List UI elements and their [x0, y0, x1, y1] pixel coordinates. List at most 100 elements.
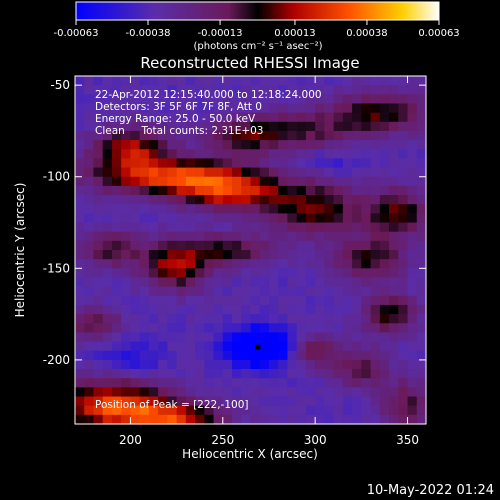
- heatmap-cell: [352, 140, 362, 150]
- heatmap-cell: [370, 112, 381, 123]
- heatmap-cell: [416, 195, 427, 205]
- peak-marker: [255, 344, 261, 350]
- heatmap-cell: [333, 396, 344, 407]
- heatmap-cell: [158, 140, 168, 150]
- heatmap-cell: [158, 295, 168, 306]
- heatmap-cell: [241, 240, 252, 251]
- heatmap-cell: [111, 222, 122, 233]
- heatmap-cell: [342, 350, 353, 361]
- heatmap-cell: [185, 359, 196, 370]
- heatmap-cell: [370, 341, 381, 352]
- heatmap-cell: [278, 158, 289, 169]
- heatmap-cell: [398, 259, 409, 269]
- heatmap-cell: [287, 213, 298, 224]
- heatmap-cell: [370, 304, 381, 315]
- heatmap-cell: [398, 250, 409, 260]
- colorbar-ticks: -0.00063 -0.00038 -0.00013 0.00013 0.00038 0.…: [54, 20, 460, 39]
- heatmap-cell: [148, 121, 159, 132]
- heatmap-cell: [305, 231, 316, 242]
- heatmap-cell: [213, 378, 224, 388]
- heatmap-cell: [315, 213, 325, 224]
- heatmap-cell: [75, 222, 85, 233]
- heatmap-cell: [204, 350, 215, 361]
- heatmap-cell: [342, 304, 353, 315]
- heatmap-cell: [121, 332, 132, 343]
- heatmap-cell: [75, 130, 85, 141]
- heatmap-cell: [176, 204, 187, 214]
- heatmap-cell: [148, 222, 159, 233]
- heatmap-cell: [195, 250, 205, 260]
- heatmap-cell: [370, 332, 381, 343]
- heatmap-cell: [268, 213, 279, 224]
- heatmap-cell: [416, 130, 427, 141]
- heatmap-cell: [204, 359, 215, 370]
- heatmap-cell: [379, 140, 390, 150]
- heatmap-cell: [158, 112, 168, 123]
- heatmap-cell: [167, 323, 178, 334]
- heatmap-cell: [361, 350, 372, 361]
- heatmap-cell: [167, 204, 178, 214]
- heatmap-cell: [195, 304, 205, 315]
- heatmap-cell: [213, 286, 224, 297]
- heatmap-cell: [185, 112, 196, 123]
- heatmap-cell: [389, 341, 399, 352]
- heatmap-cell: [287, 396, 298, 407]
- heatmap-cell: [342, 359, 353, 370]
- heatmap-cell: [361, 204, 372, 214]
- heatmap-cell: [195, 185, 205, 196]
- heatmap-cell: [361, 259, 372, 269]
- heatmap-cell: [389, 286, 399, 297]
- heatmap-cell: [213, 195, 224, 205]
- heatmap-cell: [195, 195, 205, 205]
- heatmap-cell: [130, 295, 141, 306]
- heatmap-cell: [84, 405, 95, 416]
- heatmap-cell: [296, 250, 307, 260]
- heatmap-cell: [93, 259, 104, 269]
- heatmap-cell: [111, 314, 122, 324]
- heatmap-cell: [93, 185, 104, 196]
- heatmap-cell: [75, 369, 85, 379]
- heatmap-cell: [111, 250, 122, 260]
- heatmap-cell: [259, 240, 270, 251]
- heatmap-cell: [250, 149, 261, 160]
- heatmap-cell: [416, 414, 427, 425]
- heatmap-cell: [407, 295, 418, 306]
- heatmap-cell: [259, 359, 270, 370]
- heatmap-cell: [287, 341, 298, 352]
- heatmap-cell: [278, 396, 289, 407]
- heatmap-cell: [250, 185, 261, 196]
- heatmap-cell: [250, 369, 261, 379]
- heatmap-cell: [167, 121, 178, 132]
- heatmap-cell: [232, 231, 242, 242]
- heatmap-cell: [84, 295, 95, 306]
- heatmap-cell: [84, 387, 95, 398]
- heatmap-cell: [213, 185, 224, 196]
- heatmap-cell: [259, 350, 270, 361]
- heatmap-cell: [130, 396, 141, 407]
- heatmap-cell: [241, 158, 252, 169]
- heatmap-cell: [102, 94, 113, 105]
- heatmap-cell: [222, 332, 233, 343]
- heatmap-cell: [305, 295, 316, 306]
- heatmap-cell: [416, 277, 427, 288]
- heatmap-cell: [139, 195, 150, 205]
- heatmap-cell: [93, 396, 104, 407]
- colorbar-unit-label: (photons cm⁻² s⁻¹ asec⁻²): [193, 41, 322, 52]
- heatmap-cell: [222, 94, 233, 105]
- heatmap-cell: [268, 286, 279, 297]
- heatmap-cell: [361, 112, 372, 123]
- heatmap-cell: [75, 341, 85, 352]
- heatmap-cell: [204, 103, 215, 114]
- heatmap-cell: [93, 149, 104, 160]
- heatmap-cell: [84, 250, 95, 260]
- heatmap-cell: [379, 314, 390, 324]
- heatmap-cell: [176, 378, 187, 388]
- heatmap-cell: [259, 332, 270, 343]
- heatmap-cell: [195, 341, 205, 352]
- heatmap-cell: [389, 405, 399, 416]
- heatmap-cell: [213, 414, 224, 425]
- heatmap-cell: [315, 85, 325, 95]
- heatmap-cell: [361, 167, 372, 178]
- heatmap-cell: [333, 204, 344, 214]
- heatmap-cell: [176, 414, 187, 425]
